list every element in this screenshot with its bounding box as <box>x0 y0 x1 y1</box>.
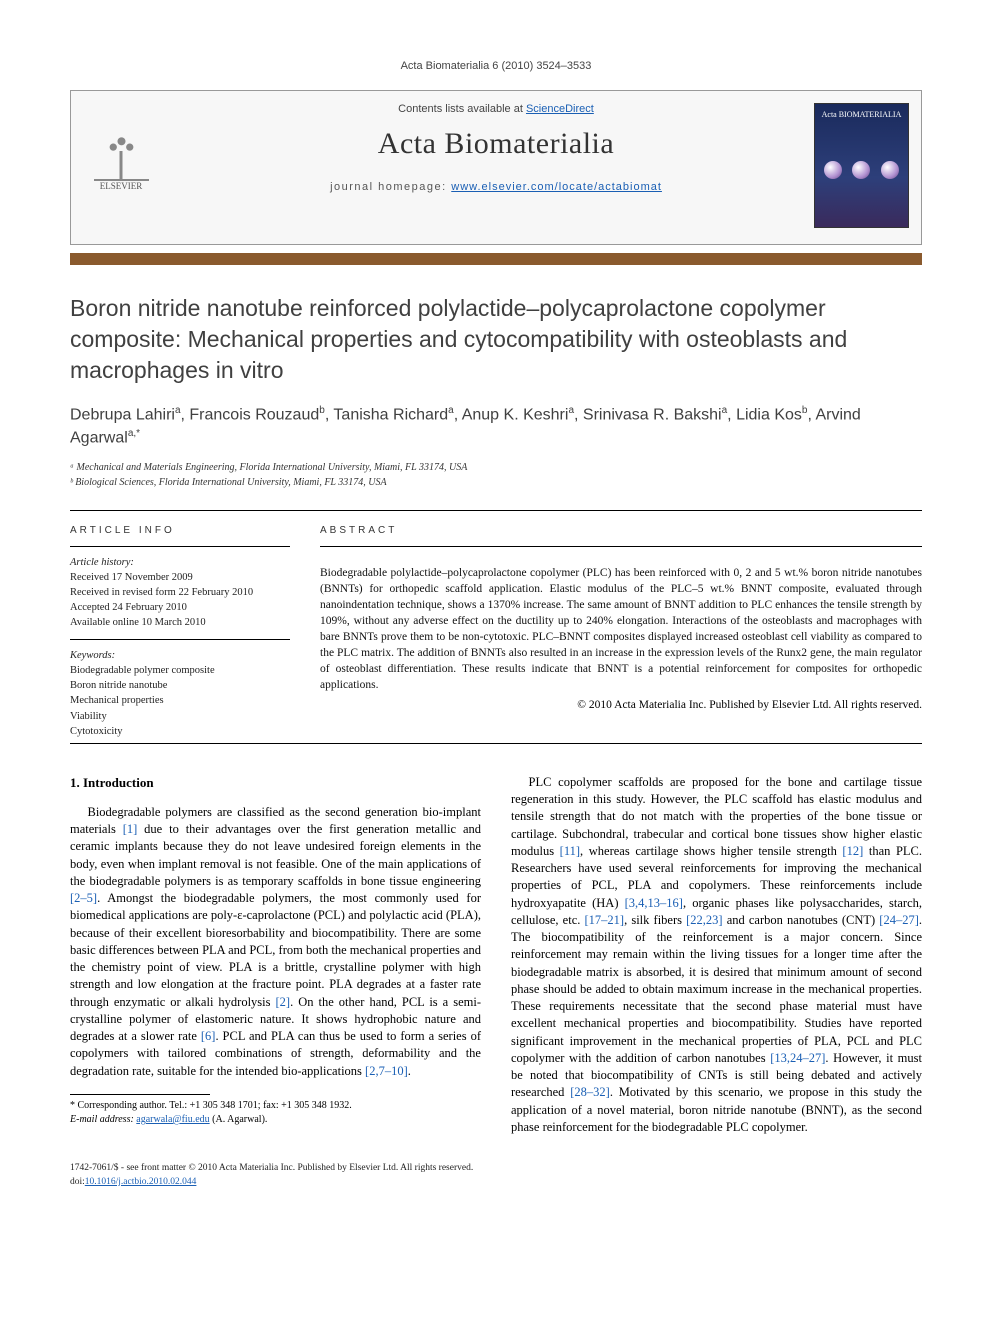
star-icon: * <box>70 1100 78 1111</box>
keyword: Viability <box>70 711 107 722</box>
corresponding-contact: Corresponding author. Tel.: +1 305 348 1… <box>78 1100 352 1111</box>
front-matter-line: 1742-7061/$ - see front matter © 2010 Ac… <box>70 1163 473 1173</box>
keyword: Biodegradable polymer composite <box>70 665 215 676</box>
corresponding-footnote: * Corresponding author. Tel.: +1 305 348… <box>70 1099 481 1127</box>
copyright-line: © 2010 Acta Materialia Inc. Published by… <box>320 699 922 711</box>
footnote-rule <box>70 1094 210 1095</box>
keyword: Mechanical properties <box>70 695 164 706</box>
history-revised: Received in revised form 22 February 201… <box>70 587 253 598</box>
keywords-block: Keywords: Biodegradable polymer composit… <box>70 648 290 739</box>
keyword: Boron nitride nanotube <box>70 680 167 691</box>
article-history: Article history: Received 17 November 20… <box>70 555 290 631</box>
elsevier-label: ELSEVIER <box>100 181 143 191</box>
affiliations: ᵃ Mechanical and Materials Engineering, … <box>70 460 922 490</box>
contents-line: Contents lists available at ScienceDirec… <box>71 103 921 115</box>
keyword: Cytotoxicity <box>70 726 123 737</box>
journal-cover-thumb: Acta BIOMATERIALIA <box>814 103 909 228</box>
journal-name: Acta Biomaterialia <box>71 127 921 161</box>
cover-title: Acta BIOMATERIALIA <box>819 110 904 119</box>
history-online: Available online 10 March 2010 <box>70 617 206 628</box>
journal-header-box: ELSEVIER Acta BIOMATERIALIA Contents lis… <box>70 90 922 245</box>
history-received: Received 17 November 2009 <box>70 572 193 583</box>
keywords-label: Keywords: <box>70 650 115 661</box>
footer-block: 1742-7061/$ - see front matter © 2010 Ac… <box>70 1162 922 1189</box>
affiliation-a: ᵃ Mechanical and Materials Engineering, … <box>70 460 922 475</box>
affiliation-b: ᵇ Biological Sciences, Florida Internati… <box>70 475 922 490</box>
body-columns: 1. Introduction Biodegradable polymers a… <box>70 774 922 1136</box>
elsevier-logo: ELSEVIER <box>86 106 156 191</box>
sciencedirect-link[interactable]: ScienceDirect <box>526 103 594 115</box>
doi-link[interactable]: 10.1016/j.actbio.2010.02.044 <box>85 1177 197 1187</box>
email-label: E-mail address: <box>70 1114 136 1125</box>
rule <box>70 639 290 640</box>
accent-bar <box>70 253 922 265</box>
author-list: Debrupa Lahiria, Francois Rouzaudb, Tani… <box>70 404 922 449</box>
rule <box>320 546 922 547</box>
intro-heading: 1. Introduction <box>70 774 481 792</box>
running-head: Acta Biomaterialia 6 (2010) 3524–3533 <box>70 60 922 72</box>
rule <box>70 510 922 511</box>
intro-para-1: Biodegradable polymers are classified as… <box>70 804 481 1080</box>
rule <box>70 546 290 547</box>
doi-label: doi: <box>70 1177 85 1187</box>
article-title: Boron nitride nanotube reinforced polyla… <box>70 293 922 386</box>
history-accepted: Accepted 24 February 2010 <box>70 602 187 613</box>
intro-para-2: PLC copolymer scaffolds are proposed for… <box>511 774 922 1136</box>
homepage-prefix: journal homepage: <box>330 181 451 193</box>
history-label: Article history: <box>70 557 134 568</box>
corresponding-email-link[interactable]: agarwala@fiu.edu <box>136 1114 209 1125</box>
article-info-label: ARTICLE INFO <box>70 525 290 536</box>
homepage-line: journal homepage: www.elsevier.com/locat… <box>71 181 921 207</box>
abstract-text: Biodegradable polylactide–polycaprolacto… <box>320 555 922 694</box>
email-suffix: (A. Agarwal). <box>210 1114 268 1125</box>
rule <box>70 743 922 744</box>
homepage-link[interactable]: www.elsevier.com/locate/actabiomat <box>451 181 662 193</box>
contents-prefix: Contents lists available at <box>398 103 526 115</box>
abstract-label: ABSTRACT <box>320 525 922 536</box>
